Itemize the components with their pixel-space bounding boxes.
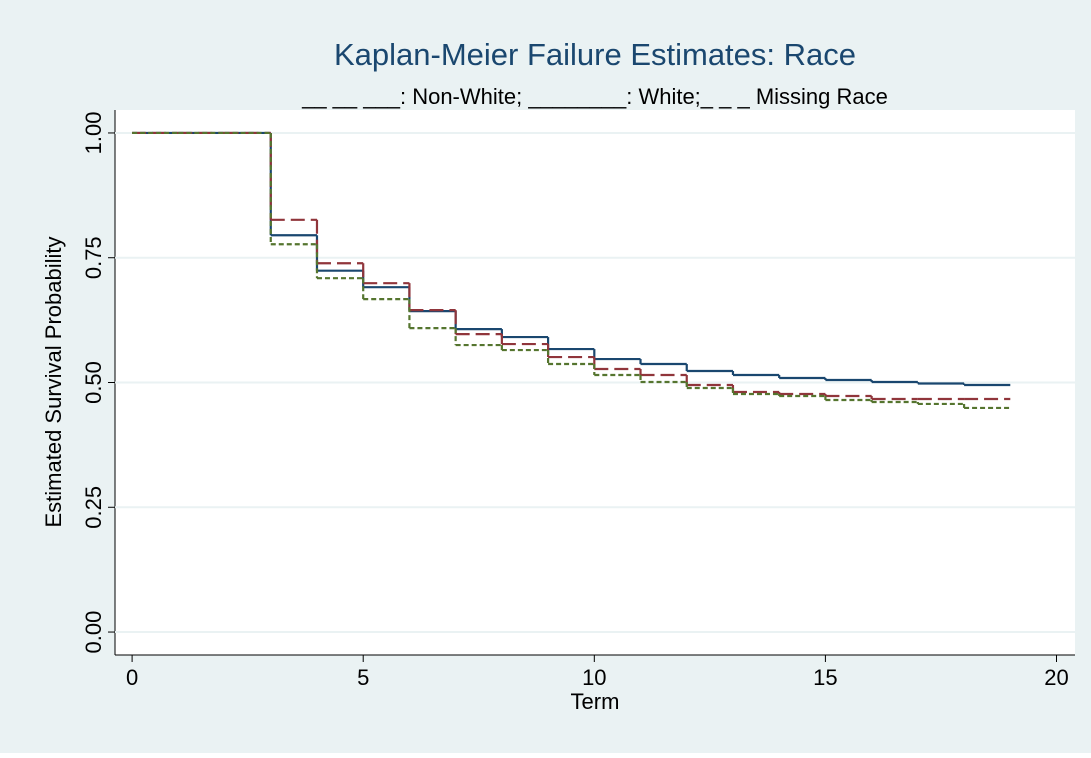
- chart-title: Kaplan-Meier Failure Estimates: Race: [334, 37, 856, 72]
- y-tick-label: 0.25: [81, 486, 106, 529]
- x-tick-label: 0: [126, 665, 138, 690]
- y-tick-label: 0.00: [81, 611, 106, 654]
- x-axis-label: Term: [571, 689, 620, 714]
- x-tick-label: 15: [813, 665, 837, 690]
- y-tick-label: 0.75: [81, 236, 106, 279]
- y-axis-label: Estimated Survival Probability: [41, 236, 66, 527]
- chart-subtitle: __ __ ___: Non-White; ________: White;_ …: [301, 84, 888, 109]
- y-tick-label: 1.00: [81, 112, 106, 155]
- y-tick-label: 0.50: [81, 361, 106, 404]
- x-tick-label: 5: [357, 665, 369, 690]
- x-tick-label: 10: [582, 665, 606, 690]
- x-tick-label: 20: [1044, 665, 1068, 690]
